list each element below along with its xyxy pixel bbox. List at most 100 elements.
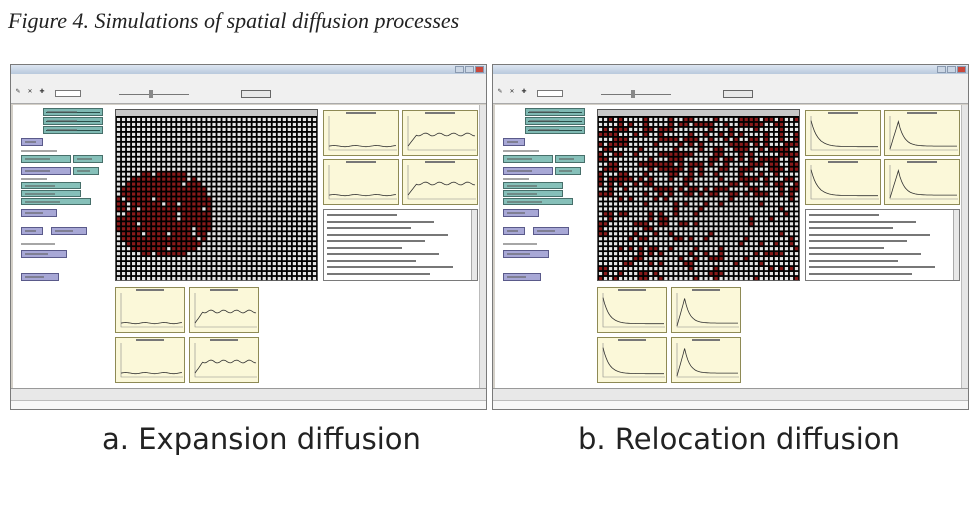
interface-sw-7[interactable] [73,167,99,175]
agent-patch [624,266,628,271]
widget-dropdown[interactable] [537,90,563,97]
command-input[interactable] [11,400,486,409]
speed-slider[interactable] [601,90,671,98]
delete-icon[interactable]: ✕ [27,89,33,95]
agent-patch [187,137,191,141]
speed-slider[interactable] [119,90,189,98]
close-icon[interactable] [475,66,484,73]
agent-patch [277,242,281,246]
agent-patch [699,182,703,186]
view-updates-checkbox[interactable] [191,89,225,99]
widget-dropdown[interactable] [55,90,81,97]
agent-patch [749,276,753,281]
agent-patch [603,152,608,156]
agent-patch [774,266,779,271]
agent-patch [734,162,738,166]
diffused-patch [157,232,161,236]
output-area[interactable] [323,209,478,281]
add-icon[interactable]: ✚ [521,89,527,95]
diffused-patch [172,207,176,211]
agent-patch [287,232,291,236]
diffused-patch [182,217,186,221]
output-area[interactable] [805,209,960,281]
speed-slider-thumb[interactable] [631,90,635,98]
interface-sw-5[interactable] [555,155,585,163]
settings-button[interactable] [723,90,753,98]
interface-sw-4[interactable] [21,155,71,163]
interface-slider-0[interactable] [525,108,585,116]
interface-btn-11[interactable] [21,209,57,217]
interface-btn-14[interactable] [21,250,67,258]
agent-patch [131,276,136,281]
interface-btn-13[interactable] [51,227,87,235]
interface-btn-13[interactable] [533,227,569,235]
minimize-icon[interactable] [937,66,946,73]
speed-slider-thumb[interactable] [149,90,153,98]
interface-btn-15[interactable] [503,273,541,281]
delete-icon[interactable]: ✕ [509,89,515,95]
interface-slider-2[interactable] [525,126,585,134]
agent-patch [131,157,136,161]
interface-sw-4[interactable] [503,155,553,163]
edit-icon[interactable]: ✎ [15,89,21,95]
interface-sw-10[interactable] [21,198,91,205]
interface-btn-12[interactable] [21,227,43,235]
interface-btn-11[interactable] [503,209,539,217]
interface-sw-8[interactable] [21,182,81,189]
diffused-patch [197,227,201,231]
interface-btn-14[interactable] [503,250,549,258]
interface-btn-15[interactable] [21,273,59,281]
agent-patch [684,132,688,136]
interface-slider-1[interactable] [525,117,585,125]
interface-slider-2[interactable] [43,126,103,134]
command-center[interactable] [493,388,968,401]
agent-patch [212,212,216,216]
agent-patch [287,137,291,141]
agent-patch [192,266,196,271]
output-scrollbar[interactable] [953,210,959,280]
agent-patch [262,232,266,236]
interface-sw-5[interactable] [73,155,103,163]
diffused-patch [598,132,603,136]
vertical-scrollbar[interactable] [479,105,486,389]
toolbar: ✎ ✕ ✚ [11,87,486,104]
settings-button[interactable] [241,90,271,98]
diffused-patch [603,271,608,276]
interface-btn-6[interactable] [21,167,71,175]
vertical-scrollbar[interactable] [961,105,968,389]
close-icon[interactable] [957,66,966,73]
agent-patch [694,192,698,196]
world-view[interactable] [115,109,318,281]
agent-patch [719,137,723,141]
view-updates-checkbox[interactable] [673,89,707,99]
interface-btn-3[interactable] [21,138,43,146]
interface-sw-8[interactable] [503,182,563,189]
interface-btn-6[interactable] [503,167,553,175]
maximize-icon[interactable] [465,66,474,73]
command-center[interactable] [11,388,486,401]
command-input[interactable] [493,400,968,409]
interface-btn-3[interactable] [503,138,525,146]
world-view[interactable] [597,109,800,281]
agent-patch [709,262,713,266]
add-icon[interactable]: ✚ [39,89,45,95]
interface-slider-0[interactable] [43,108,103,116]
diffused-patch [739,172,743,176]
output-scrollbar[interactable] [471,210,477,280]
edit-icon[interactable]: ✎ [497,89,503,95]
agent-patch [242,266,246,271]
agent-patch [297,202,302,206]
agent-patch [292,162,297,166]
interface-btn-12[interactable] [503,227,525,235]
agent-patch [297,207,302,211]
maximize-icon[interactable] [947,66,956,73]
interface-sw-7[interactable] [555,167,581,175]
interface-slider-1[interactable] [43,117,103,125]
interface-sw-10[interactable] [503,198,573,205]
minimize-icon[interactable] [455,66,464,73]
diffused-patch [121,232,126,236]
interface-sw-9[interactable] [503,190,563,197]
diffused-patch [724,187,728,191]
diffused-patch [709,257,713,261]
interface-sw-9[interactable] [21,190,81,197]
